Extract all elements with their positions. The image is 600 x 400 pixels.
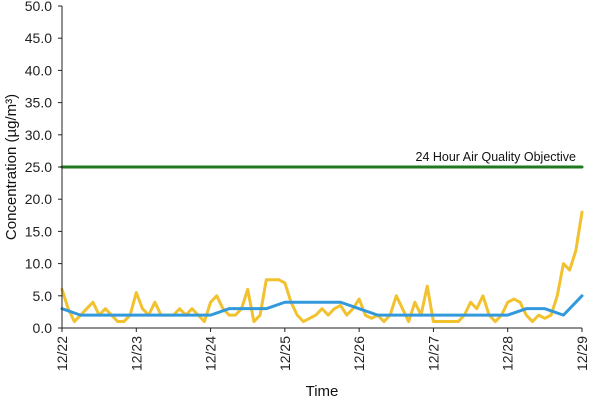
tick-labels: 0.0 5.0 10.0 15.0 20.0 25.0 30.0 35.0 40.0 45.0 50…	[25, 0, 590, 371]
y-tick-label: 45.0	[25, 30, 52, 46]
series-lines	[60, 165, 584, 324]
y-tick-label: 5.0	[33, 288, 53, 304]
axis-titles: Time Concentration (µg/m³)	[3, 94, 338, 400]
y-tick-label: 35.0	[25, 95, 52, 111]
y-axis-title: Concentration (µg/m³)	[3, 94, 20, 240]
y-tick-label: 15.0	[25, 223, 52, 239]
y-tick-label: 40.0	[25, 62, 52, 78]
y-tick-label: 30.0	[25, 127, 52, 143]
pm25-series-yellow	[60, 210, 584, 324]
y-tick-label: 25.0	[25, 159, 52, 175]
x-tick-label: 12/27	[425, 336, 441, 371]
x-tick-label: 12/24	[203, 336, 219, 371]
x-tick-label: 12/28	[500, 336, 516, 371]
y-tick-label: 10.0	[25, 256, 52, 272]
x-axis-title: Time	[306, 383, 339, 400]
x-tick-label: 12/25	[277, 336, 293, 371]
y-tick-label: 0.0	[33, 320, 53, 336]
annotations: 24 Hour Air Quality Objective	[416, 150, 577, 164]
y-tick-label: 50.0	[25, 0, 52, 14]
axes	[58, 5, 583, 332]
x-tick-label: 12/29	[574, 336, 590, 371]
x-tick-label: 12/23	[128, 336, 144, 371]
x-tick-label: 12/22	[54, 336, 70, 371]
objective-annotation: 24 Hour Air Quality Objective	[416, 150, 577, 164]
y-tick-label: 20.0	[25, 191, 52, 207]
x-tick-label: 12/26	[351, 336, 367, 371]
pm25-series-blue	[60, 294, 584, 317]
